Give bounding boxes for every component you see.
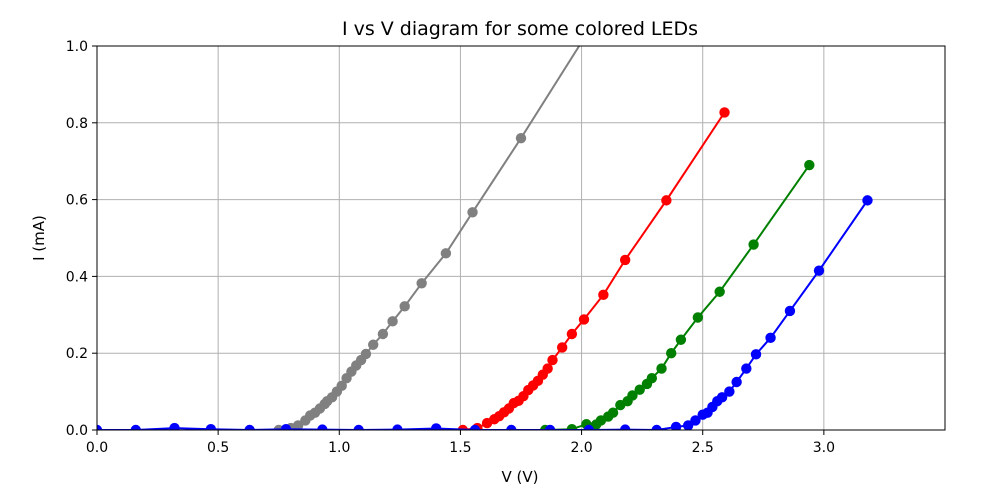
series-3-point-28 — [765, 332, 776, 344]
series-2-point-14 — [666, 348, 677, 359]
y-tick-label-4: 0.8 — [66, 116, 88, 132]
series-3-point-6 — [317, 424, 328, 430]
y-axis-label: I (mA) — [30, 215, 48, 261]
series-0-point-11 — [336, 380, 347, 392]
series-0-point-22 — [440, 248, 452, 259]
x-tick-label-2: 1.0 — [328, 440, 350, 456]
x-tick-label-4: 2.0 — [570, 440, 592, 456]
series-3-point-3 — [205, 424, 217, 430]
x-tick-label-3: 1.5 — [449, 440, 471, 456]
series-2-point-17 — [714, 286, 725, 297]
series-2-point-13 — [656, 363, 667, 374]
series-3-point-12 — [544, 424, 556, 430]
series-3-point-2 — [169, 422, 180, 430]
series-0-point-20 — [399, 301, 410, 312]
series-1-point-22 — [719, 107, 730, 118]
series-3-point-11 — [506, 424, 517, 430]
chart-title: I vs V diagram for some colored LEDs — [342, 18, 698, 40]
series-3-point-23 — [716, 392, 728, 403]
series-3-point-14 — [619, 424, 631, 430]
y-tick-label-0: 0.0 — [66, 423, 88, 439]
series-lines — [97, 46, 873, 430]
series-1-point-15 — [547, 354, 558, 366]
series-3-point-7 — [353, 424, 364, 430]
series-2-point-15 — [675, 334, 687, 345]
series-3-point-29 — [784, 305, 796, 317]
y-tick-label-2: 0.4 — [66, 269, 88, 285]
plot-frame — [96, 45, 946, 431]
axes: 0.0 0.5 1.0 1.5 2.0 2.5 3.0 0.0 0.2 0.4 0.6 0.8 1.0 — [66, 39, 946, 456]
series-3-point-25 — [731, 376, 742, 388]
series-2 — [540, 159, 815, 430]
y-tick-label-3: 0.6 — [66, 193, 88, 209]
series-0-point-19 — [387, 316, 398, 327]
series-3 — [97, 195, 873, 430]
series-3-point-8 — [392, 424, 403, 430]
series-0-point-24 — [515, 132, 527, 144]
series-1-point-14 — [542, 363, 553, 374]
series-2-point-19 — [804, 159, 815, 171]
series-3-point-30 — [813, 265, 825, 276]
series-3-point-4 — [244, 424, 255, 430]
x-tick-label-6: 3.0 — [813, 440, 835, 456]
series-1-point-20 — [619, 254, 631, 266]
series-2-point-1 — [566, 424, 578, 430]
series-1-point-21 — [661, 195, 672, 206]
series-3-point-15 — [651, 424, 662, 430]
series-2-point-12 — [646, 372, 658, 384]
series-0-point-23 — [467, 207, 478, 218]
series-3-point-18 — [690, 415, 701, 426]
series-1-point-17 — [566, 328, 578, 340]
series-0-point-21 — [416, 278, 427, 289]
series-3-point-13 — [583, 424, 595, 430]
x-tick-label-5: 2.5 — [692, 440, 714, 456]
series-3-point-10 — [469, 424, 481, 430]
series-3-point-16 — [670, 421, 682, 430]
series-2-point-9 — [627, 390, 638, 401]
series-2-point-16 — [692, 312, 704, 323]
series-3-point-9 — [431, 423, 442, 430]
series-3-point-0 — [97, 424, 103, 430]
x-tick-label-1: 0.5 — [207, 440, 229, 456]
series-1-point-18 — [578, 314, 590, 325]
series-3-point-5 — [280, 424, 292, 430]
series-1-point-16 — [556, 342, 568, 353]
series-0-point-18 — [377, 328, 389, 340]
series-0-point-17 — [368, 339, 379, 350]
x-tick-label-0: 0.0 — [86, 440, 108, 456]
x-axis-label: V (V) — [502, 468, 539, 486]
y-tick-label-1: 0.2 — [66, 346, 88, 362]
series-2-point-18 — [748, 239, 759, 250]
series-3-point-26 — [741, 363, 752, 374]
series-1-point-19 — [598, 289, 609, 301]
series-3-point-27 — [750, 349, 762, 360]
series-3-point-1 — [130, 424, 141, 430]
series-3-point-31 — [862, 195, 873, 206]
series-0-point-16 — [360, 348, 372, 360]
series-2-point-10 — [634, 384, 645, 395]
series-0 — [273, 46, 581, 430]
series-2-point-6 — [607, 407, 619, 418]
series-1 — [457, 107, 730, 430]
y-tick-label-5: 1.0 — [66, 39, 88, 55]
series-3-point-24 — [724, 386, 735, 397]
